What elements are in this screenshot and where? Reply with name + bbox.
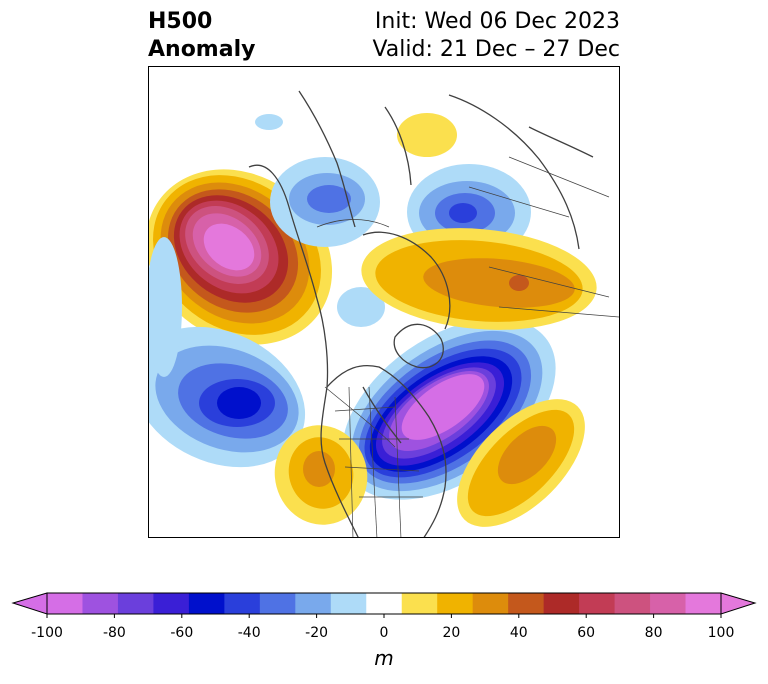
- colorbar-cell: [224, 593, 261, 614]
- colorbar-tick-label: 80: [644, 625, 663, 641]
- colorbar-cell: [295, 593, 332, 614]
- colorbar-cell: [685, 593, 722, 614]
- ridge-arctic-ocean: [397, 113, 457, 157]
- colorbar-cell: [401, 593, 438, 614]
- political-borders: [316, 156, 619, 537]
- colorbar-tick-label: -40: [237, 625, 261, 641]
- colorbar-cell: [259, 593, 296, 614]
- colorbar-tick-label: 0: [379, 625, 389, 641]
- anomaly-map: [148, 66, 620, 538]
- colorbar-cell: [117, 593, 154, 614]
- colorbar-cell: [543, 593, 580, 614]
- colorbar-cell: [188, 593, 225, 614]
- colorbar-cell: [650, 593, 687, 614]
- ridge-mid-atlantic: [457, 399, 585, 527]
- title-line-2: Anomaly: [148, 37, 256, 62]
- colorbar-unit: m: [374, 646, 394, 670]
- colorbar: [11, 592, 757, 618]
- colorbar-high-extend: [720, 592, 757, 615]
- ridge-west-coast: [149, 169, 333, 345]
- colorbar-tick-label: -20: [305, 625, 329, 641]
- colorbar-tick-label: 100: [707, 625, 735, 641]
- ridge-greenland-atlantic: [361, 228, 597, 330]
- colorbar-cell: [366, 593, 403, 614]
- trough-small-arctic: [255, 114, 283, 130]
- colorbar-cell: [153, 593, 190, 614]
- colorbar-cell: [508, 593, 545, 614]
- trough-north-pacific: [149, 326, 306, 468]
- valid-period: Valid: 21 Dec – 27 Dec: [372, 37, 620, 62]
- colorbar-tick-label: -100: [31, 625, 63, 641]
- colorbar-tick-label: -80: [102, 625, 126, 641]
- colorbar-cell: [579, 593, 616, 614]
- colorbar-cell: [82, 593, 119, 614]
- map-subtitle: Init: Wed 06 Dec 2023 Valid: 21 Dec – 27…: [372, 8, 620, 64]
- colorbar-tick-label: 20: [442, 625, 461, 641]
- ridge-southwest-us: [274, 425, 368, 525]
- colorbar-cell: [330, 593, 367, 614]
- colorbar-low-extend: [11, 592, 48, 615]
- colorbar-cell: [47, 593, 83, 614]
- colorbar-cell: [614, 593, 651, 614]
- init-time: Init: Wed 06 Dec 2023: [374, 9, 620, 34]
- title-line-1: H500: [148, 9, 213, 34]
- colorbar-tick-label: 60: [577, 625, 596, 641]
- colorbar-cell: [472, 593, 509, 614]
- colorbar-cell: [437, 593, 474, 614]
- map-title: H500 Anomaly: [148, 8, 255, 64]
- trough-fringe: [149, 237, 182, 377]
- trough-arctic-canada: [270, 157, 380, 247]
- colorbar-tick-label: 40: [509, 625, 528, 641]
- colorbar-tick-label: -60: [170, 625, 194, 641]
- map-canvas: [149, 90, 619, 537]
- coastlines: [248, 90, 594, 537]
- trough-baffin: [337, 287, 385, 327]
